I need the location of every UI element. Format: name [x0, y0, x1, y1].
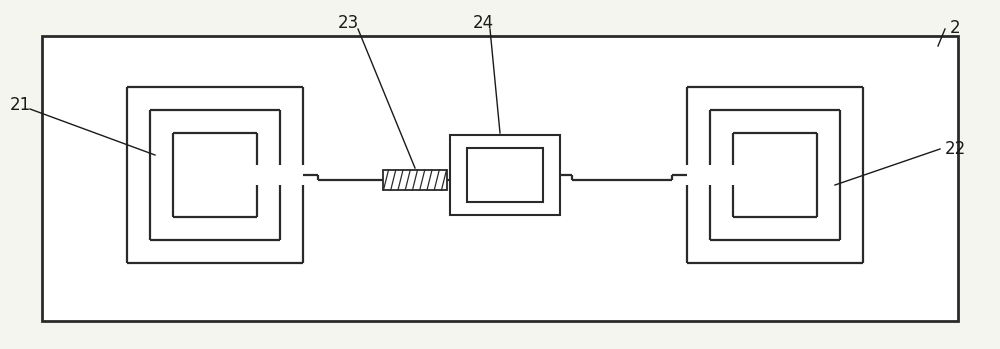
Text: 21: 21: [10, 96, 31, 114]
Text: 2: 2: [950, 19, 961, 37]
Bar: [450, 135, 560, 215]
Bar: [467, 148, 543, 202]
Text: 24: 24: [472, 14, 494, 32]
Text: 22: 22: [945, 140, 966, 158]
Bar: [42, 36, 958, 321]
Text: 23: 23: [337, 14, 359, 32]
Bar: [383, 170, 447, 190]
